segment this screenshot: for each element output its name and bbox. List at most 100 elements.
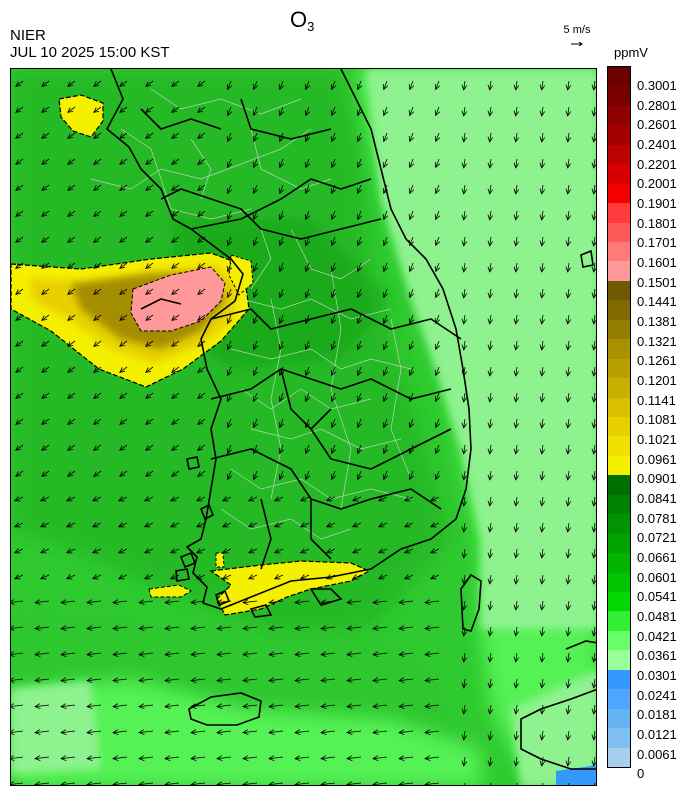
wind-vector-arrow	[306, 184, 309, 193]
wind-vector-arrow	[280, 80, 283, 89]
wind-vector-field	[11, 80, 595, 785]
legend-label: 0.0661	[637, 549, 677, 565]
wind-vector-arrow	[332, 132, 335, 141]
legend-swatch	[608, 455, 630, 476]
legend-label: 0.0601	[637, 569, 677, 585]
legend-swatch	[608, 222, 630, 243]
wind-vector-arrow	[384, 392, 387, 401]
wind-vector-arrow	[67, 497, 76, 501]
wind-vector-arrow	[254, 132, 257, 141]
wind-vector-arrow	[254, 184, 257, 193]
wind-vector-arrow	[542, 782, 544, 785]
wind-vector-arrow	[280, 366, 283, 375]
wind-vector-arrow	[594, 158, 595, 168]
wind-vector-arrow	[67, 575, 76, 579]
wind-vector-arrow	[516, 678, 517, 688]
wind-vector-arrow	[243, 783, 258, 785]
wind-vector-arrow	[436, 470, 439, 479]
wind-vector-arrow	[172, 444, 180, 450]
unit-label: ppmV	[614, 45, 648, 60]
wind-vector-arrow	[594, 600, 595, 610]
wind-vector-arrow	[35, 731, 50, 733]
wind-vector-arrow	[516, 704, 517, 714]
legend-swatch	[608, 630, 630, 651]
wind-vector-arrow	[594, 704, 595, 714]
wind-vector-arrow	[568, 652, 569, 662]
wind-vector-arrow	[594, 366, 595, 376]
wind-vector-arrow	[87, 653, 102, 655]
wind-vector-arrow	[280, 392, 283, 401]
coastline-and-provinces	[106, 69, 472, 610]
wind-vector-arrow	[93, 549, 102, 553]
wind-vector-arrow	[516, 366, 517, 376]
wind-vector-arrow	[542, 444, 543, 454]
wind-vector-arrow	[306, 262, 309, 271]
wind-vector-arrow	[516, 496, 517, 506]
wind-vector-arrow	[436, 236, 439, 245]
wind-vector-arrow	[542, 392, 543, 402]
wind-vector-arrow	[373, 783, 388, 785]
wind-vector-arrow	[464, 80, 465, 90]
wind-vector-arrow	[568, 496, 569, 506]
wind-vector-arrow	[61, 601, 76, 603]
wind-vector-arrow	[15, 575, 24, 579]
wind-vector-arrow	[332, 288, 335, 297]
wind-vector-arrow	[490, 132, 491, 142]
wind-vector-arrow	[191, 627, 206, 629]
wind-vector-arrow	[217, 783, 232, 785]
wind-vector-arrow	[490, 366, 491, 376]
legend-swatch	[608, 125, 630, 146]
legend-colorbar	[607, 66, 631, 768]
wind-vector-arrow	[254, 444, 257, 453]
wind-vector-arrow	[172, 80, 180, 86]
wind-vector-arrow	[280, 418, 283, 427]
wind-vector-arrow	[94, 314, 102, 320]
wind-vector-arrow	[16, 236, 24, 242]
wind-vector-arrow	[16, 366, 24, 372]
wind-vector-arrow	[516, 548, 517, 558]
wind-vector-arrow	[42, 80, 50, 86]
wind-vector-arrow	[594, 626, 595, 636]
wind-vector-arrow	[11, 757, 24, 759]
wind-vector-arrow	[464, 366, 465, 376]
wind-vector-arrow	[16, 184, 24, 190]
wind-vector-arrow	[568, 678, 569, 688]
wind-vector-arrow	[516, 756, 517, 766]
wind-vector-arrow	[171, 575, 180, 579]
wind-vector-arrow	[321, 627, 336, 629]
wind-vector-arrow	[542, 314, 543, 324]
wind-vector-arrow	[11, 679, 24, 681]
wind-vector-arrow	[280, 184, 283, 193]
wind-vector-arrow	[120, 288, 128, 294]
legend-swatch	[608, 592, 630, 612]
wind-vector-arrow	[516, 340, 517, 350]
legend-label: 0.0481	[637, 608, 677, 624]
wind-vector-arrow	[384, 106, 387, 115]
wind-vector-arrow	[269, 627, 284, 629]
wind-vector-arrow	[436, 106, 439, 115]
wind-vector-arrow	[384, 418, 387, 427]
wind-vector-arrow	[594, 730, 595, 740]
wind-vector-arrow	[568, 704, 569, 714]
wind-vector-arrow	[217, 653, 232, 655]
wind-vector-arrow	[249, 575, 258, 579]
wind-vector-arrow	[332, 314, 335, 323]
wind-vector-arrow	[464, 548, 465, 558]
wind-vector-arrow	[139, 627, 154, 629]
wind-vector-arrow	[120, 80, 128, 86]
wind-vector-arrow	[94, 444, 102, 450]
wind-vector-arrow	[254, 236, 257, 245]
wind-vector-arrow	[146, 80, 154, 86]
wind-vector-arrow	[280, 340, 283, 349]
wind-vector-arrow	[410, 340, 413, 349]
wind-vector-arrow	[568, 418, 569, 428]
legend-label: 0.1801	[637, 215, 677, 231]
wind-vector-arrow	[516, 574, 517, 584]
wind-vector-arrow	[384, 444, 387, 453]
wind-vector-arrow	[295, 653, 310, 655]
wind-vector-arrow	[146, 236, 154, 242]
wind-vector-arrow	[306, 106, 309, 115]
wind-vector-arrow	[321, 757, 336, 759]
wind-vector-arrow	[490, 236, 491, 246]
wind-vector-arrow	[61, 653, 76, 655]
